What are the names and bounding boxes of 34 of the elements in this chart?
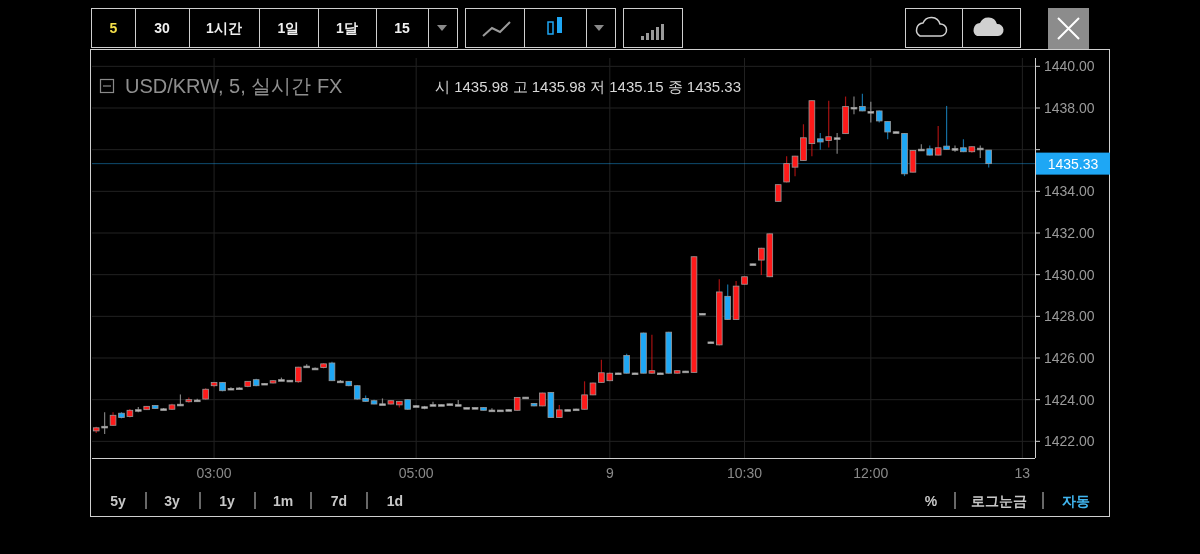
x-tick-label: 03:00	[196, 465, 232, 481]
y-tick-label: 1426.00	[1044, 350, 1095, 366]
text: 1달	[336, 20, 358, 36]
x-tick-label: 10:30	[727, 465, 763, 481]
text: 로그눈금	[971, 493, 1027, 509]
text: 7d	[330, 493, 348, 509]
y-tick-label: 1428.00	[1044, 308, 1095, 325]
y-tick-label: 1422.00	[1044, 433, 1095, 450]
y-tick-label: 1434.00	[1044, 183, 1095, 200]
text: 1m	[272, 493, 294, 509]
text: 1시간	[206, 20, 242, 36]
y-tick-label: 1438.00	[1044, 100, 1095, 116]
y-tick-label: 1440.00	[1044, 58, 1095, 75]
text: %	[924, 493, 938, 509]
x-tick-label: 12:00	[853, 465, 889, 481]
text: 1y	[219, 493, 235, 509]
y-tick-label: 1430.00	[1044, 266, 1095, 283]
text: 15	[394, 20, 410, 36]
x-tick-label: 05:00	[398, 465, 434, 481]
candlestick	[311, 367, 319, 371]
y-tick-label: 1432.00	[1044, 225, 1095, 241]
ref-line-label: 1435.33	[1047, 155, 1099, 172]
text: 시 1435.98 고 1435.98 저 1435.15 종 1435.33	[435, 78, 742, 95]
x-tick-label: 13	[1014, 465, 1031, 481]
text: 1일	[277, 20, 300, 36]
x-tick-label: 9	[605, 465, 614, 481]
text: 5	[109, 20, 118, 36]
text: 1d	[386, 493, 404, 509]
y-tick-label: 1424.00	[1044, 391, 1095, 408]
text: 3y	[164, 493, 180, 509]
text: 5y	[110, 493, 126, 509]
text: 30	[154, 20, 170, 36]
text: USD/KRW, 5, 실시간 FX	[125, 75, 343, 97]
text: 자동	[1062, 493, 1090, 509]
